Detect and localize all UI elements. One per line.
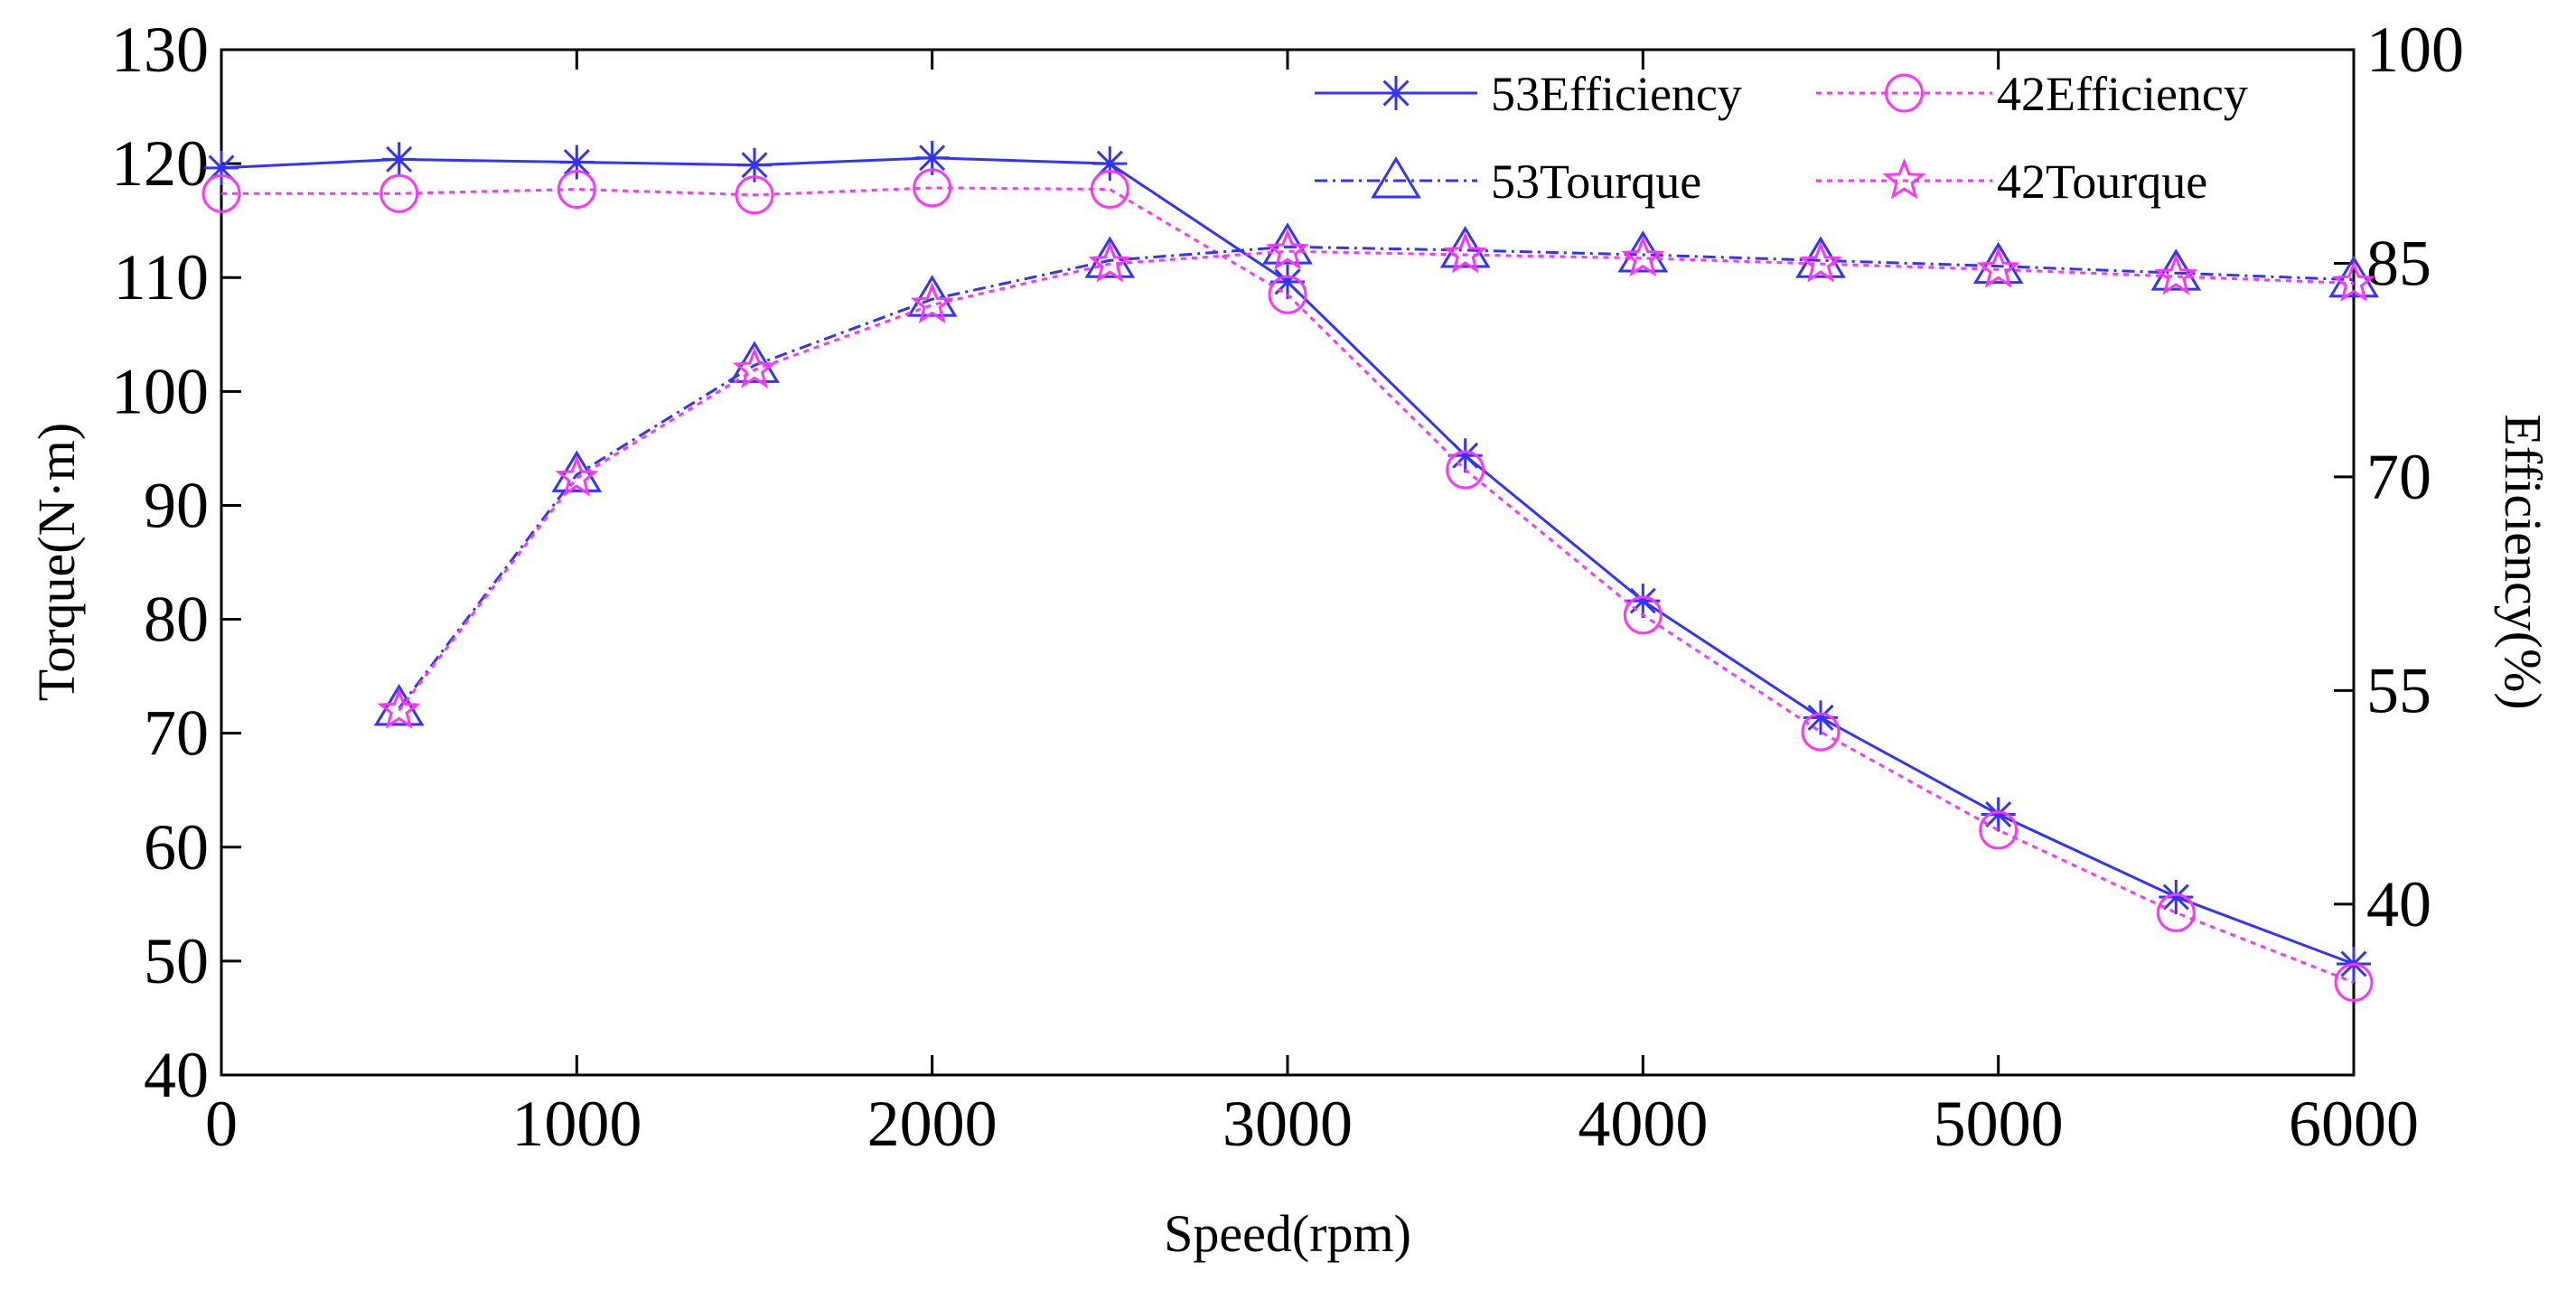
asterisk-stroke — [1985, 801, 2012, 828]
data-point-42Efficiency — [1090, 169, 1129, 209]
series-layer — [201, 140, 2379, 1003]
y-left-tick-label: 110 — [114, 241, 209, 313]
legend-marker — [1882, 157, 1926, 200]
x-axis-title: Speed(rpm) — [1164, 1204, 1411, 1263]
asterisk-stroke — [1807, 704, 1834, 731]
y-left-tick-label: 70 — [144, 697, 209, 770]
y-left-tick-label: 80 — [144, 584, 209, 656]
y-right-tick-label: 40 — [2366, 868, 2431, 940]
data-point-42Tourque — [377, 687, 421, 729]
series-line-42Efficiency — [221, 186, 2355, 984]
y-left-tick-label: 120 — [111, 127, 209, 200]
data-point-53Efficiency — [559, 145, 595, 180]
data-point-53Efficiency — [2159, 879, 2194, 914]
y-right-tick-label: 85 — [2366, 227, 2431, 299]
x-tick-label: 1000 — [511, 1088, 642, 1160]
legend-marker — [1371, 156, 1421, 199]
data-point-42Efficiency — [1446, 450, 1485, 490]
legend-label: 53Tourque — [1491, 154, 1701, 209]
y-left-tick-label: 130 — [111, 14, 209, 86]
x-tick-label: 6000 — [2289, 1088, 2419, 1160]
data-point-42Efficiency — [557, 169, 596, 209]
x-tick-label: 2000 — [867, 1088, 998, 1160]
legend: 53Efficiency 42Efficiency 53Tourque 42Tourq… — [1315, 67, 2248, 209]
y-left-tick-label: 90 — [144, 469, 209, 541]
legend-marker — [1885, 73, 1924, 113]
y-left-tick-label: 100 — [111, 355, 209, 427]
data-point-42Efficiency — [1801, 712, 1841, 752]
data-point-53Efficiency — [381, 142, 417, 177]
x-tick-label: 4000 — [1578, 1088, 1708, 1160]
x-tick-label: 0 — [205, 1088, 238, 1160]
data-point-42Tourque — [1443, 231, 1487, 274]
data-point-42Tourque — [555, 455, 599, 497]
data-point-42Efficiency — [1979, 810, 2019, 850]
data-point-53Efficiency — [1981, 797, 2016, 832]
data-point-42Efficiency — [2334, 963, 2374, 1003]
data-point-42Efficiency — [2156, 893, 2196, 932]
data-point-42Efficiency — [735, 175, 774, 215]
series-line-42Tourque — [398, 249, 2355, 712]
data-point-42Tourque — [1976, 247, 2020, 288]
data-point-42Efficiency — [1623, 595, 1663, 635]
legend-marker — [1379, 76, 1413, 110]
data-point-42Efficiency — [1268, 275, 1307, 314]
asterisk-stroke — [1382, 79, 1410, 107]
asterisk-stroke — [741, 152, 768, 179]
data-point-42Efficiency — [379, 173, 419, 213]
data-point-42Tourque — [1799, 240, 1842, 283]
data-point-42Tourque — [2332, 260, 2375, 302]
data-point-42Efficiency — [913, 168, 952, 208]
ticks-layer: 0 1000 2000 3000 4000 5000 6000 40 50 60 70 80 90 100… — [111, 14, 2464, 1160]
series-line-53Tourque — [398, 245, 2355, 709]
asterisk-stroke — [563, 149, 590, 176]
x-tick-label: 5000 — [1934, 1088, 2064, 1160]
x-tick-label: 3000 — [1222, 1088, 1353, 1160]
data-point-42Tourque — [1266, 229, 1309, 270]
y-right-tick-label: 55 — [2366, 654, 2431, 726]
y-left-tick-label: 60 — [144, 811, 209, 883]
y-left-tick-label: 50 — [144, 925, 209, 997]
y-axis-left-title: Torque(N·m) — [27, 423, 86, 701]
y-left-tick-label: 40 — [144, 1039, 209, 1111]
data-point-42Tourque — [1621, 235, 1665, 277]
data-point-53Tourque — [906, 275, 958, 317]
data-point-42Tourque — [1088, 240, 1132, 283]
y-right-tick-label: 100 — [2366, 14, 2464, 86]
data-point-42Tourque — [910, 282, 954, 323]
y-axis-right-title: Efficiency(%) — [2494, 414, 2553, 709]
legend-label: 42Tourque — [1997, 154, 2207, 209]
data-point-42Tourque — [733, 347, 776, 388]
data-point-42Tourque — [2154, 253, 2198, 295]
asterisk-stroke — [386, 145, 413, 173]
data-point-42Efficiency — [201, 173, 241, 213]
legend-label: 42Efficiency — [1997, 67, 2248, 121]
legend-label: 53Efficiency — [1491, 67, 1742, 121]
asterisk-stroke — [2162, 883, 2189, 911]
y-right-tick-label: 70 — [2366, 441, 2431, 513]
asterisk-stroke — [919, 145, 946, 172]
